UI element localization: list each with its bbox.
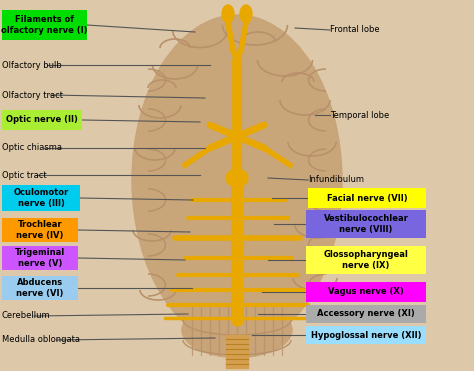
Text: Accessory nerve (XI): Accessory nerve (XI) [317, 309, 415, 318]
FancyBboxPatch shape [306, 282, 426, 302]
Text: Cerebellum: Cerebellum [2, 312, 51, 321]
Text: Frontal lobe: Frontal lobe [330, 26, 380, 35]
Ellipse shape [222, 5, 234, 23]
FancyBboxPatch shape [2, 218, 78, 242]
Text: Optic nerve (II): Optic nerve (II) [6, 115, 78, 125]
FancyBboxPatch shape [2, 10, 87, 40]
FancyBboxPatch shape [306, 326, 426, 344]
Ellipse shape [226, 169, 248, 187]
Text: Filaments of
olfactory nerve (I): Filaments of olfactory nerve (I) [1, 15, 88, 35]
FancyBboxPatch shape [2, 276, 78, 300]
FancyBboxPatch shape [306, 246, 426, 274]
Text: Trigeminal
nerve (V): Trigeminal nerve (V) [15, 248, 65, 268]
Text: Infundibulum: Infundibulum [308, 175, 364, 184]
Text: Olfactory tract: Olfactory tract [2, 91, 63, 99]
Ellipse shape [240, 5, 252, 23]
Text: Hypoglossal nerve (XII): Hypoglossal nerve (XII) [311, 331, 421, 339]
FancyBboxPatch shape [2, 110, 82, 130]
Ellipse shape [182, 302, 292, 358]
FancyBboxPatch shape [306, 305, 426, 323]
Polygon shape [226, 335, 248, 368]
Text: Temporal lobe: Temporal lobe [330, 111, 389, 119]
Text: Vestibulocochlear
nerve (VIII): Vestibulocochlear nerve (VIII) [324, 214, 409, 234]
FancyBboxPatch shape [308, 188, 426, 208]
FancyBboxPatch shape [2, 185, 80, 211]
Text: Glossopharyngeal
nerve (IX): Glossopharyngeal nerve (IX) [324, 250, 409, 270]
Text: Trochlear
nerve (IV): Trochlear nerve (IV) [16, 220, 64, 240]
Text: Medulla oblongata: Medulla oblongata [2, 335, 80, 345]
Text: Olfactory bulb: Olfactory bulb [2, 60, 62, 69]
Text: Optic chiasma: Optic chiasma [2, 144, 62, 152]
Text: Optic tract: Optic tract [2, 171, 46, 180]
Text: Oculomotor
nerve (III): Oculomotor nerve (III) [13, 188, 69, 208]
Text: Facial nerve (VII): Facial nerve (VII) [327, 194, 407, 203]
FancyBboxPatch shape [2, 246, 78, 270]
FancyBboxPatch shape [306, 210, 426, 238]
Text: Vagus nerve (X): Vagus nerve (X) [328, 288, 404, 296]
Text: Abducens
nerve (VI): Abducens nerve (VI) [16, 278, 64, 298]
Ellipse shape [132, 15, 342, 345]
